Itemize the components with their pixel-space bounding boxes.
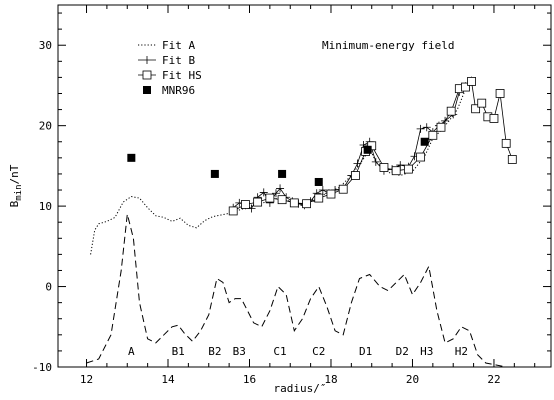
peak-label: B1: [172, 345, 185, 358]
series-1-point: [422, 123, 431, 132]
y-tick-label: 0: [45, 281, 52, 294]
plot-frame: [57, 4, 552, 368]
legend-label: MNR96: [162, 84, 195, 97]
series-2-point: [302, 199, 311, 209]
series-2-point: [477, 98, 487, 108]
legend-entry: Fit HS: [138, 69, 202, 82]
series-2-point: [436, 122, 446, 132]
series-1-line: [232, 80, 472, 210]
legend-label: Fit B: [162, 54, 195, 67]
y-tick-label: -10: [32, 361, 52, 374]
x-tick-label: 16: [243, 373, 256, 386]
series-2-point: [416, 152, 426, 162]
y-axis-label-unit: /nT: [8, 164, 21, 184]
y-tick-label: 10: [39, 200, 52, 213]
series-2-point: [446, 106, 456, 116]
series-2-point: [277, 195, 287, 205]
y-tick-label: 30: [39, 39, 52, 52]
peak-label: D1: [359, 345, 372, 358]
y-axis-label-main: B: [8, 200, 21, 207]
series-2-point: [379, 163, 389, 172]
series-3-point: [363, 145, 372, 154]
series-2-point: [461, 82, 470, 92]
peak-label: C1: [273, 345, 286, 358]
series-2-point: [489, 114, 499, 123]
x-axis: 12 14 16 18 20 22: [80, 5, 536, 386]
series-3-point: [278, 169, 287, 178]
y-axis-label-sub: min: [14, 184, 24, 200]
series-2-point: [326, 189, 336, 199]
series-2-point: [253, 197, 263, 207]
series-2-point: [495, 89, 505, 98]
peak-label: B2: [208, 345, 221, 358]
series-4-line: [86, 214, 547, 368]
x-axis-label: radius/″: [274, 382, 327, 395]
legend-marker: [142, 70, 152, 80]
legend-label: Fit HS: [162, 69, 202, 82]
x-tick-label: 22: [487, 373, 500, 386]
series-1-point: [416, 124, 425, 133]
x-tick-label: 14: [161, 373, 175, 386]
peak-label: D2: [396, 345, 409, 358]
series-2-point: [228, 206, 238, 216]
y-axis-label: Bmin/nT: [8, 164, 24, 207]
series-3-point: [127, 153, 136, 162]
legend-entry: Fit A: [138, 39, 195, 52]
series-2-point: [314, 193, 324, 203]
series-1-point: [371, 157, 380, 166]
series-3-point: [210, 169, 219, 178]
series-2-point: [367, 141, 377, 151]
series-2-point: [338, 184, 348, 194]
series-1-point: [318, 186, 327, 195]
series-2-point: [467, 77, 476, 86]
series-2-point: [471, 104, 481, 114]
x-tick-label: 18: [324, 373, 337, 386]
series-2-point: [265, 193, 275, 203]
legend-label: Fit A: [162, 39, 195, 52]
legend-marker: [143, 86, 151, 94]
legend: Fit A Fit B Fit HS MNR96: [138, 39, 202, 97]
chart-title: Minimum-energy field: [322, 39, 454, 52]
y-tick-label: 20: [39, 120, 52, 133]
plot-elements: [86, 76, 547, 368]
series-2-point: [241, 200, 250, 209]
peak-label: H3: [420, 345, 433, 358]
series-1-point: [271, 189, 280, 198]
annotations: A B1 B2 B3 C1 C2 D1 D2 H3 H2: [128, 345, 468, 358]
series-2-point: [391, 166, 401, 176]
peak-label: B3: [233, 345, 246, 358]
peak-label: C2: [312, 345, 325, 358]
legend-entry: MNR96: [143, 84, 195, 97]
series-2-point: [403, 164, 413, 174]
legend-entry: Fit B: [138, 54, 195, 67]
series-2-point: [351, 171, 360, 180]
series-2-point: [507, 155, 517, 164]
peak-label: A: [128, 345, 135, 358]
peak-label: H2: [455, 345, 468, 358]
series-3-point: [420, 137, 429, 146]
series-2-point: [289, 198, 299, 208]
series-3-point: [314, 177, 323, 186]
series-1-point: [259, 188, 268, 197]
series-1-point: [276, 184, 285, 193]
series-2-point: [428, 130, 438, 140]
y-axis: -10 0 10 20 30: [32, 12, 551, 374]
x-tick-label: 20: [406, 373, 419, 386]
series-2-point: [501, 138, 511, 148]
x-tick-label: 12: [80, 373, 93, 386]
